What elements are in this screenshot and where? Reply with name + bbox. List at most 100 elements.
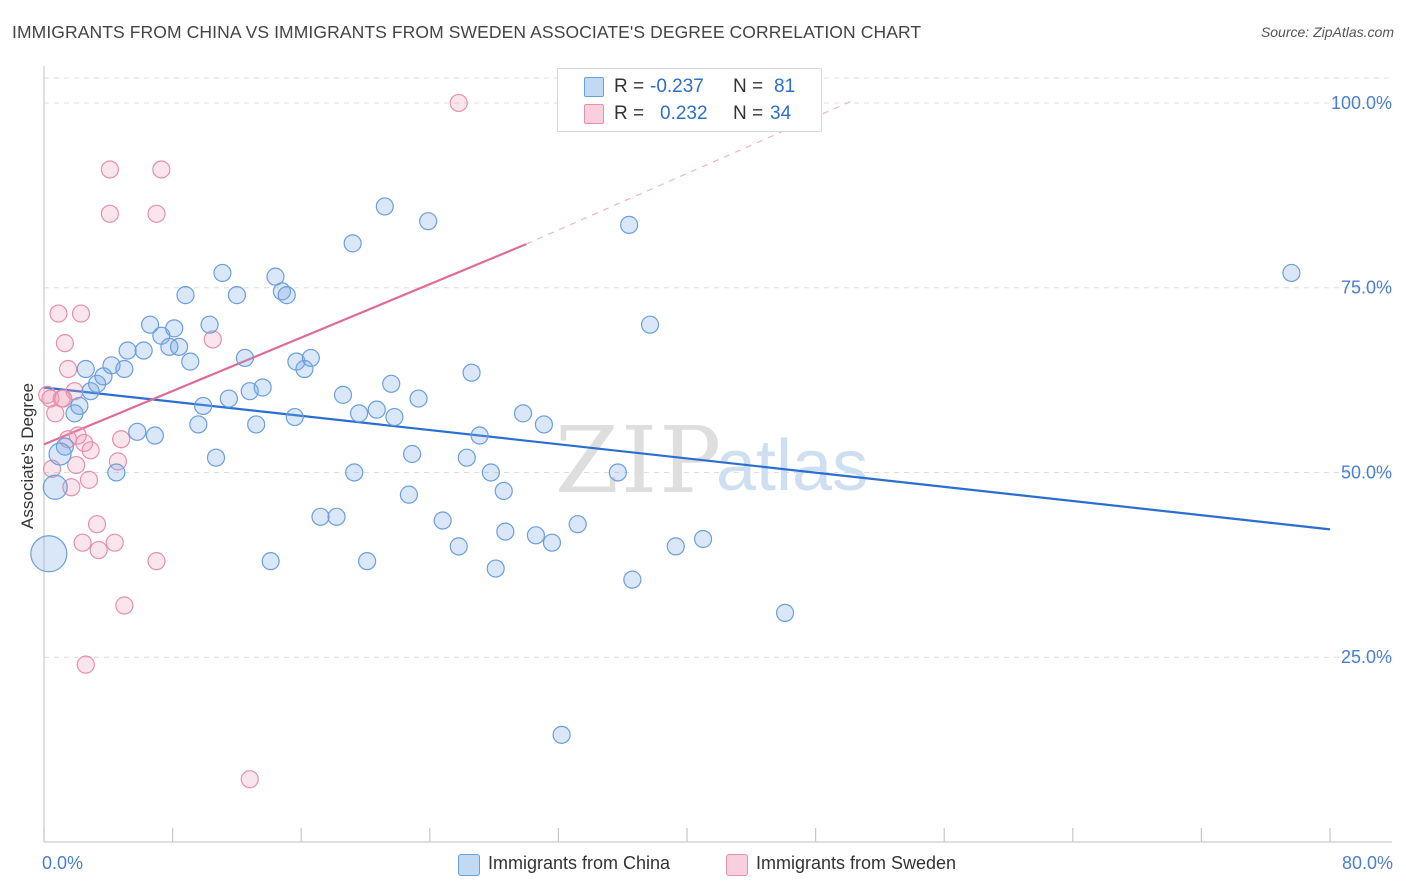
stats-legend: R = -0.237 N = 81 R = 0.232 N = 34 [557, 68, 822, 132]
n-label: N = [733, 76, 764, 97]
china-point [261, 552, 280, 571]
china-point [206, 448, 226, 467]
china-point [385, 407, 404, 427]
legend-label-china: Immigrants from China [488, 853, 671, 873]
china-point [55, 437, 74, 456]
china-point [169, 337, 189, 356]
china-point [526, 526, 545, 545]
china-point [128, 422, 147, 441]
y-tick-label: 75.0% [1341, 278, 1392, 298]
china-swatch [584, 77, 604, 97]
china-point [433, 511, 452, 530]
china-point [118, 341, 137, 360]
y-tick-label: 25.0% [1341, 647, 1392, 667]
china-point [345, 463, 364, 482]
sweden-swatch [584, 104, 604, 124]
sweden-point [147, 552, 166, 571]
data-points [30, 93, 1301, 789]
china-point [349, 404, 369, 423]
x-tick-label: 80.0% [1342, 853, 1393, 873]
sweden-point [67, 455, 86, 475]
china-point [367, 400, 386, 419]
china-point [311, 507, 330, 526]
y-tick-label: 50.0% [1341, 462, 1392, 482]
china-trend-line [43, 386, 1331, 531]
sweden-point [89, 540, 108, 560]
china-point [81, 382, 100, 401]
sweden-point [100, 204, 120, 223]
china-point [194, 396, 213, 416]
tick-labels: 25.0% 50.0% 75.0% 100.0% 0.0% 80.0% [42, 93, 1393, 873]
sweden-point [54, 389, 73, 408]
china-point [235, 348, 255, 368]
y-axis-label: Associate's Degree [18, 383, 37, 529]
sweden-point [112, 430, 131, 449]
china-point [115, 359, 134, 379]
china-point [30, 535, 68, 573]
china-point [295, 359, 314, 379]
sweden-point [87, 515, 107, 534]
sweden-point [152, 160, 171, 179]
watermark-zip: ZIP [555, 407, 723, 514]
sweden-point [105, 533, 124, 552]
china-point [486, 559, 505, 578]
r-label: R = [614, 103, 645, 124]
china-point [623, 570, 642, 589]
sweden-legend-swatch [726, 854, 748, 876]
china-point [219, 389, 238, 408]
china-point [87, 374, 107, 393]
n-value-sweden: 34 [770, 103, 792, 124]
watermark: ZIP atlas [555, 407, 868, 514]
sweden-point [100, 160, 120, 179]
china-point [693, 529, 713, 549]
china-point [775, 603, 795, 622]
china-point [181, 352, 200, 371]
sweden-point [59, 359, 78, 379]
sweden-point [449, 93, 468, 113]
grid-lines [44, 77, 1392, 658]
source-label: Source: ZipAtlas.com [1260, 24, 1394, 40]
china-point [382, 374, 401, 393]
china-point [189, 415, 208, 434]
sweden-trend-line [43, 243, 527, 446]
china-point [457, 448, 476, 467]
china-point [462, 363, 481, 382]
china-point [496, 522, 515, 541]
china-point [494, 481, 513, 501]
china-point [1282, 263, 1301, 283]
r-value-china: -0.237 [650, 76, 704, 97]
china-point [399, 485, 419, 504]
china-point [165, 319, 184, 338]
china-point [333, 385, 353, 404]
sweden-point [240, 770, 259, 789]
china-point [327, 507, 346, 526]
china-point [277, 286, 296, 305]
china-point [358, 552, 377, 571]
watermark-atlas: atlas [716, 426, 868, 506]
china-point [160, 337, 179, 356]
china-point [608, 463, 627, 482]
n-value-china: 81 [774, 76, 796, 97]
china-point [470, 426, 489, 445]
china-point [513, 404, 533, 423]
trend-lines [43, 98, 1331, 531]
sweden-point [81, 441, 100, 460]
sweden-point [75, 433, 94, 453]
china-point [42, 474, 68, 500]
china-point [213, 263, 232, 283]
china-point [301, 348, 320, 368]
china-point [134, 341, 153, 360]
chart-title: IMMIGRANTS FROM CHINA VS IMMIGRANTS FROM… [12, 22, 922, 42]
china-point [620, 215, 639, 234]
china-point [107, 463, 126, 482]
china-point [140, 315, 160, 334]
sweden-point [76, 655, 95, 674]
sweden-point [71, 304, 91, 323]
china-point [449, 537, 468, 556]
china-point [253, 378, 272, 397]
china-point [176, 286, 195, 305]
sweden-point [49, 304, 68, 323]
china-point [542, 533, 562, 552]
y-tick-label: 100.0% [1331, 93, 1392, 113]
